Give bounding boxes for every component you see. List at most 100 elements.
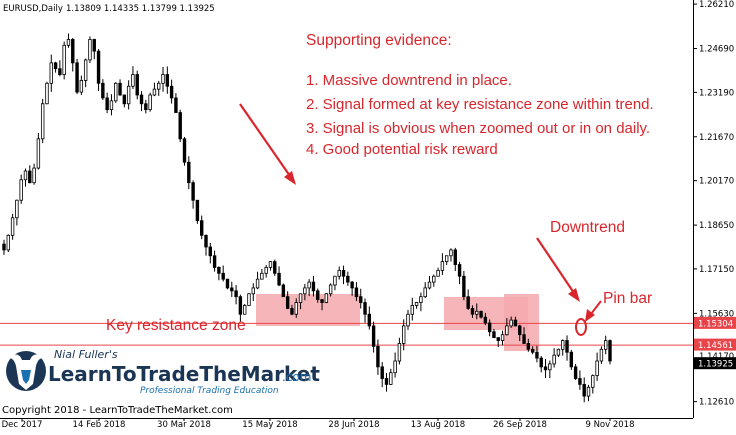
candle <box>298 293 303 310</box>
candle <box>268 261 273 271</box>
time-tick-label: 15 May 2018 <box>242 420 297 430</box>
candle <box>19 174 23 204</box>
candle <box>436 267 440 277</box>
candle <box>341 265 346 285</box>
candle <box>453 247 457 272</box>
candle <box>28 165 32 184</box>
candle <box>492 328 496 339</box>
candle <box>273 259 277 276</box>
candle <box>66 33 71 48</box>
copyright-text: Copyright 2018 - LearnToTradeTheMarket.c… <box>2 405 233 416</box>
price-tick-label: 1.26210 <box>699 0 734 10</box>
candle <box>393 352 397 378</box>
candle <box>45 81 49 105</box>
brand-tagline: Professional Trading Education <box>140 386 279 396</box>
price-level-lines <box>0 322 693 346</box>
candle <box>40 98 45 144</box>
candle <box>83 58 88 88</box>
candle <box>333 275 337 291</box>
candle <box>109 94 114 116</box>
pin-bar-arrow <box>585 300 602 322</box>
candle <box>264 265 268 278</box>
candle <box>303 283 307 301</box>
candlesticks <box>2 33 612 403</box>
candle <box>552 348 556 368</box>
candle <box>427 276 432 290</box>
candle <box>152 82 157 97</box>
candle <box>423 282 427 299</box>
candle <box>212 250 217 272</box>
candle <box>470 305 475 318</box>
candle <box>462 270 466 301</box>
candle <box>251 283 255 302</box>
candle <box>169 79 174 104</box>
candle <box>543 359 548 379</box>
candle <box>131 66 135 90</box>
symbol-title: EURUSD,Daily <box>3 4 63 14</box>
candle <box>62 41 66 80</box>
downtrend-label: Downtrend <box>550 219 625 236</box>
candle <box>200 215 204 240</box>
candle <box>161 67 165 92</box>
time-tick-label: 14 Feb 2018 <box>73 420 126 430</box>
candle <box>307 279 311 297</box>
candle <box>449 248 453 262</box>
candle <box>505 318 509 336</box>
candle <box>71 37 75 72</box>
candle <box>238 294 243 322</box>
candle <box>384 372 389 392</box>
candle <box>350 281 354 296</box>
candle <box>402 319 406 351</box>
candle <box>79 75 84 95</box>
candle <box>608 339 612 365</box>
candle <box>96 49 101 92</box>
candle <box>591 374 595 394</box>
candle <box>578 370 582 390</box>
candle <box>363 298 367 323</box>
evidence-point-4: 4. Good potential risk reward <box>306 141 498 158</box>
candle <box>320 298 324 311</box>
candle <box>2 239 6 255</box>
candle <box>105 92 109 114</box>
candle <box>457 261 462 285</box>
candle <box>539 356 543 373</box>
price-level-tag: 1.15304 <box>694 316 736 329</box>
candle <box>53 61 58 73</box>
candle <box>221 265 225 282</box>
evidence-point-1: 1. Massive downtrend in place. <box>306 72 512 89</box>
candle <box>148 92 152 112</box>
candle <box>359 288 363 309</box>
candle <box>414 302 419 309</box>
candle <box>556 348 561 357</box>
brand-logo <box>6 351 46 391</box>
candle <box>582 377 586 403</box>
candle <box>204 234 208 256</box>
pin-bar-marker <box>575 318 587 336</box>
candle <box>440 253 445 275</box>
candle <box>479 310 483 319</box>
candle <box>122 94 127 108</box>
candle <box>58 60 62 77</box>
candle <box>225 278 230 290</box>
candle <box>234 285 238 305</box>
candle <box>389 368 393 386</box>
candle <box>599 346 604 364</box>
price-level-tag: 1.13925 <box>694 357 736 370</box>
candle <box>328 283 333 297</box>
brand-main: LearnToTradeTheMarket <box>48 362 320 386</box>
candle <box>483 312 488 326</box>
candle <box>195 199 200 224</box>
candle <box>75 58 79 95</box>
resistance-zone-box-1 <box>256 294 360 326</box>
price-tick-label: 1.21670 <box>699 133 734 143</box>
candle <box>281 283 286 298</box>
candle <box>88 36 92 63</box>
candle <box>432 274 436 287</box>
brand-suffix: .com <box>282 370 311 384</box>
price-level-tag-label: 1.14561 <box>698 341 733 351</box>
price-level-tags: 1.15304 1.14561 1.13925 <box>694 316 736 370</box>
candle <box>135 70 139 100</box>
candle <box>23 168 28 187</box>
